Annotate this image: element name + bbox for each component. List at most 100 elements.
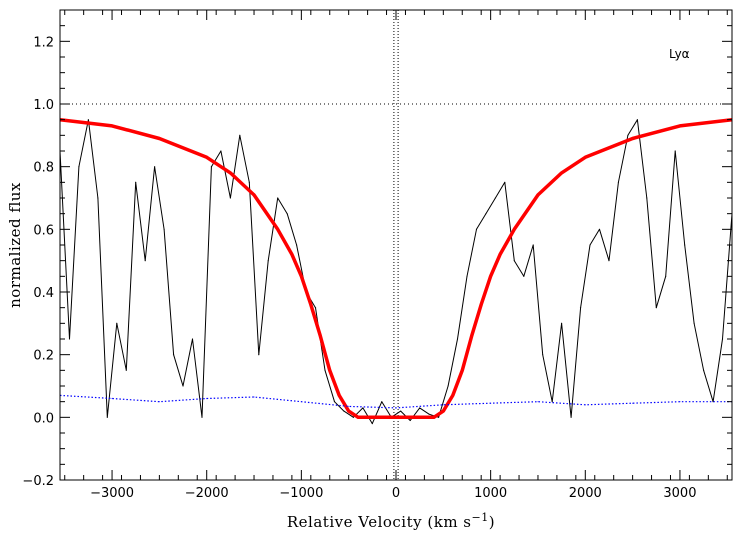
series-observed-flux-point bbox=[542, 354, 544, 356]
series-model-profile-point bbox=[357, 416, 359, 418]
series-model-profile bbox=[60, 117, 732, 420]
series-observed-flux-point bbox=[466, 275, 468, 277]
series-observed-flux-point bbox=[220, 150, 222, 152]
x-tick-label: −3000 bbox=[90, 486, 134, 501]
series-observed-flux-point bbox=[703, 369, 705, 371]
x-axis-label-close: ) bbox=[489, 513, 495, 531]
series-model-profile-point bbox=[348, 410, 350, 412]
series-error-spectrum-point bbox=[537, 401, 539, 403]
y-axis-label: normalized flux bbox=[6, 182, 24, 308]
series-model-profile-point bbox=[471, 335, 473, 337]
series-model-profile-point bbox=[423, 416, 425, 418]
series-observed-flux-point bbox=[286, 213, 288, 215]
series-observed-flux-point bbox=[248, 181, 250, 183]
series-observed-flux-point bbox=[608, 260, 610, 262]
x-axis-label-main: Relative Velocity (km s bbox=[287, 513, 472, 531]
x-tick-label: 0 bbox=[392, 486, 400, 501]
series-model-profile-point bbox=[329, 369, 331, 371]
series-observed-flux-point bbox=[277, 197, 279, 199]
axes: −3000 −2000 −1000 0 1000 2000 3000 −0.2 0.0 0.2 0.… bbox=[22, 9, 733, 501]
series-observed-flux-point bbox=[324, 369, 326, 371]
series-error-spectrum-point bbox=[253, 396, 255, 398]
series-observed-flux-point bbox=[579, 307, 582, 309]
series-observed-flux-point bbox=[201, 416, 203, 418]
series-observed-flux-point bbox=[655, 307, 657, 309]
plot-frame bbox=[59, 9, 733, 481]
series-observed-flux-point bbox=[485, 213, 487, 215]
series-observed-flux-point bbox=[343, 410, 345, 412]
series-observed-flux-point bbox=[523, 275, 525, 277]
series-observed-flux-point bbox=[617, 181, 620, 183]
series-observed-flux-point bbox=[532, 244, 534, 246]
y-tick-label: 0.2 bbox=[33, 349, 54, 364]
line-annotation: Lyα bbox=[669, 47, 690, 61]
series-observed-flux-point bbox=[437, 416, 440, 418]
series-observed-flux-point bbox=[646, 197, 648, 199]
series-error-spectrum-point bbox=[111, 397, 113, 400]
series-error-spectrum-point bbox=[584, 404, 586, 406]
series-observed-flux-point bbox=[504, 181, 506, 183]
series-error-spectrum-point bbox=[395, 407, 397, 409]
series-observed-flux-point bbox=[636, 119, 638, 121]
series-model-profile-point bbox=[632, 137, 634, 140]
x-tick-label: 1000 bbox=[474, 486, 507, 501]
series-observed-flux-point bbox=[239, 134, 241, 136]
series-observed-flux-point bbox=[570, 416, 572, 418]
series-observed-flux-point bbox=[182, 385, 184, 387]
series-observed-flux-point bbox=[447, 385, 449, 387]
series-error-spectrum-point bbox=[442, 404, 444, 406]
series-model-profile-point bbox=[310, 303, 312, 306]
series-observed-flux-point bbox=[721, 338, 724, 340]
series-observed-flux-point bbox=[513, 260, 515, 262]
series-model-profile-point bbox=[111, 125, 113, 127]
series-model-profile-point bbox=[461, 369, 463, 371]
series-model-profile-point bbox=[300, 275, 302, 277]
y-tick-label: −0.2 bbox=[22, 474, 54, 489]
series-observed-flux-point bbox=[712, 401, 714, 403]
series-model-profile-point bbox=[537, 194, 539, 196]
series-error-spectrum-point bbox=[679, 401, 681, 403]
series-model-profile-point bbox=[561, 172, 563, 174]
series-error-spectrum-point bbox=[206, 397, 208, 400]
series-model-profile-point bbox=[584, 156, 586, 158]
series-model-profile-point bbox=[367, 416, 369, 418]
y-tick-label: 0.0 bbox=[33, 411, 54, 426]
series-observed-flux-point bbox=[172, 354, 175, 356]
series-observed-flux-point bbox=[125, 369, 127, 371]
series-observed-flux-point bbox=[674, 150, 676, 152]
series-observed-flux-point bbox=[144, 260, 146, 262]
y-tick-label: 0.4 bbox=[33, 286, 54, 301]
series-observed-flux-point bbox=[333, 401, 336, 403]
series-error-spectrum-point bbox=[490, 402, 492, 404]
series-model-profile-point bbox=[338, 394, 340, 396]
series-model-profile-point bbox=[158, 137, 160, 140]
series-observed-flux-point bbox=[381, 401, 383, 403]
series-model-profile-point bbox=[206, 156, 208, 158]
series-observed-flux-point bbox=[598, 228, 601, 230]
series-model-profile-point bbox=[480, 303, 482, 306]
series-observed-flux-point bbox=[154, 166, 156, 168]
series-observed-flux-point bbox=[314, 307, 317, 309]
y-tick-label: 0.6 bbox=[33, 223, 54, 238]
series-model-profile-point bbox=[442, 410, 444, 412]
series-error-spectrum-point bbox=[300, 401, 302, 403]
series-observed-flux-point bbox=[296, 244, 298, 246]
series-model-profile-point bbox=[433, 416, 435, 418]
series-observed-flux-point bbox=[191, 338, 194, 340]
series-observed-flux-point bbox=[428, 413, 430, 415]
series-observed-flux-point bbox=[362, 407, 364, 409]
series-model-profile-point bbox=[490, 275, 492, 277]
series-observed-flux-point bbox=[97, 197, 99, 199]
series-model-profile-point bbox=[253, 194, 255, 196]
series-observed-flux-point bbox=[684, 244, 686, 246]
series-model-profile-point bbox=[291, 253, 293, 255]
y-tick-label: 1.0 bbox=[33, 98, 54, 113]
series-observed-flux-point bbox=[456, 338, 459, 340]
plot-content bbox=[60, 10, 732, 480]
series-observed-flux-point bbox=[475, 228, 478, 230]
series-observed-flux-point bbox=[78, 166, 80, 168]
series-observed-flux-point bbox=[494, 197, 496, 199]
x-axis-label: Relative Velocity (km s−1) bbox=[287, 511, 495, 531]
series-observed-flux-point bbox=[267, 260, 269, 262]
